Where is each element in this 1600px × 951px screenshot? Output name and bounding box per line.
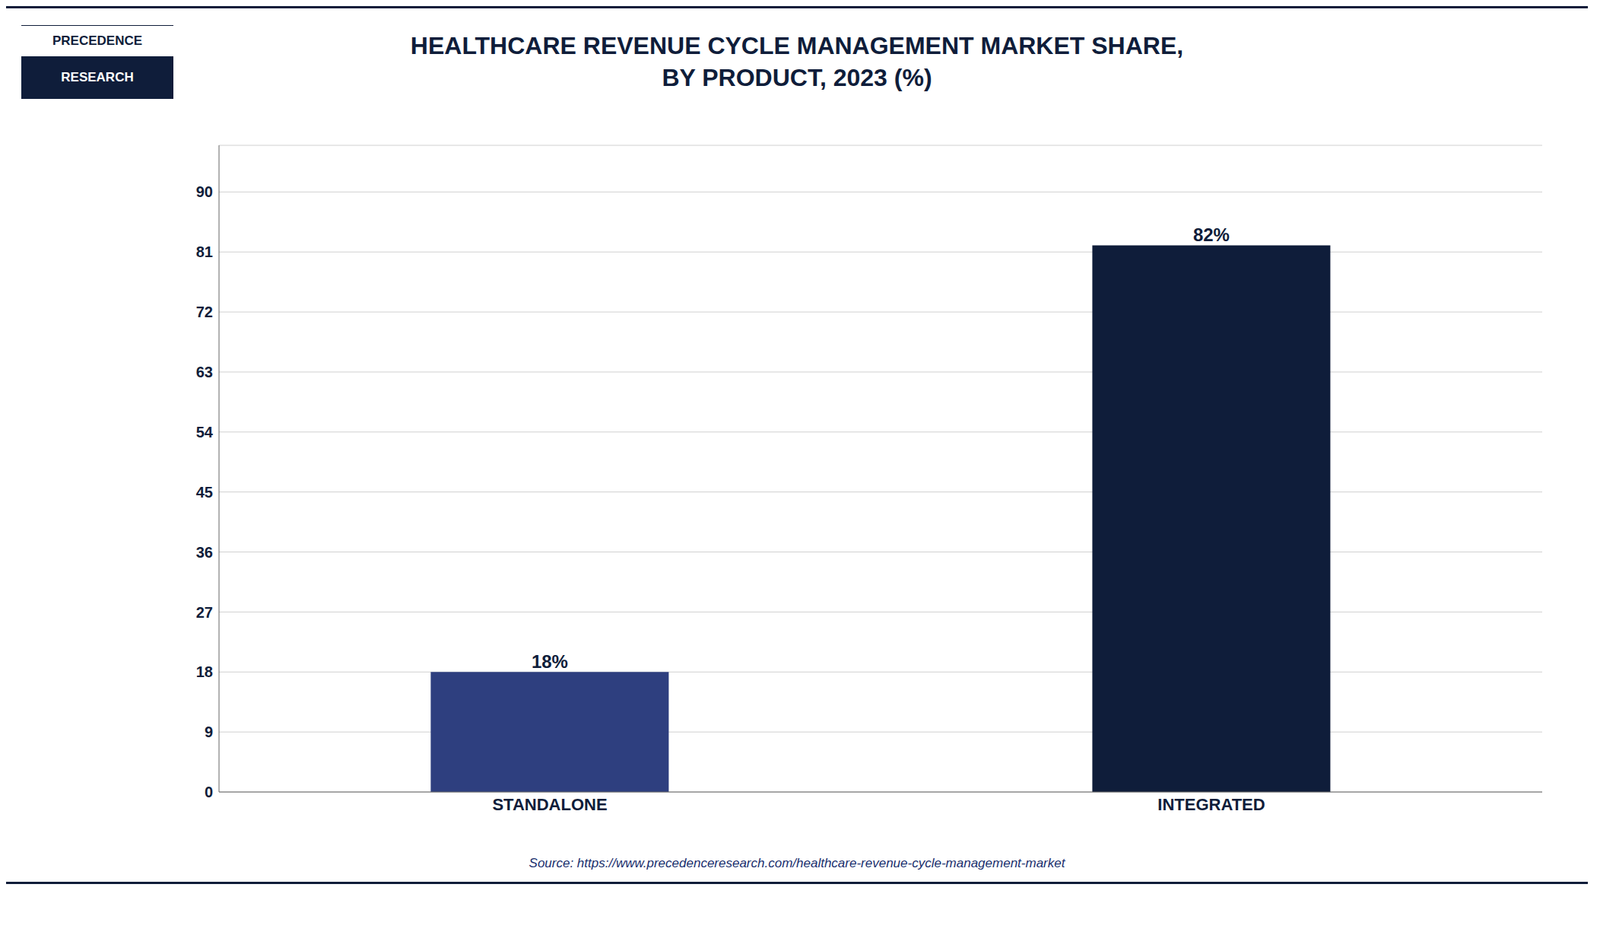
html-text:PRECEDENCE: PRECEDENCE — [52, 33, 143, 48]
svg-text:90: 90 — [196, 183, 213, 200]
svg-text:0: 0 — [204, 783, 213, 800]
svg-text:STANDALONE: STANDALONE — [492, 794, 607, 814]
svg-text:18: 18 — [196, 663, 213, 680]
html-text:HEALTHCARE REVENUE CYCLE MANAG: HEALTHCARE REVENUE CYCLE MANAGEMENT MARK… — [410, 31, 1184, 60]
svg-text:9: 9 — [204, 723, 213, 740]
svg-text:INTEGRATED: INTEGRATED — [1157, 794, 1265, 814]
svg-text:45: 45 — [196, 483, 213, 501]
svg-text:63: 63 — [196, 363, 213, 381]
html-text:RESEARCH: RESEARCH — [61, 69, 134, 85]
svg-text:54: 54 — [196, 423, 214, 441]
svg-text:36: 36 — [196, 543, 213, 561]
svg-text:82%: 82% — [1193, 224, 1230, 245]
svg-text:72: 72 — [196, 303, 213, 321]
html-text:BY PRODUCT, 2023 (%): BY PRODUCT, 2023 (%) — [661, 63, 932, 92]
html-text:Source: https://www.precedence: Source: https://www.precedenceresearch.c… — [528, 855, 1065, 870]
svg-text:27: 27 — [196, 603, 213, 621]
svg-text:81: 81 — [196, 243, 213, 261]
svg-text:18%: 18% — [531, 650, 569, 672]
